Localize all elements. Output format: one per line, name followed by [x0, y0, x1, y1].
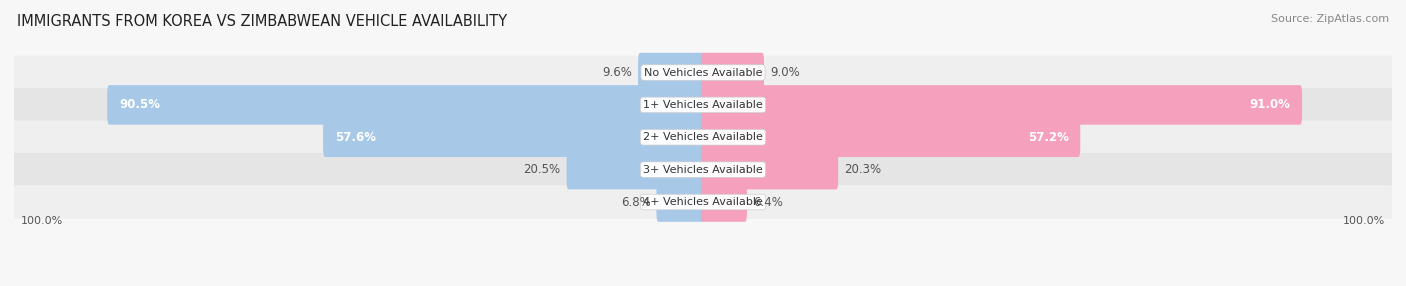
FancyBboxPatch shape: [702, 118, 1080, 157]
FancyBboxPatch shape: [14, 88, 1392, 122]
Text: IMMIGRANTS FROM KOREA VS ZIMBABWEAN VEHICLE AVAILABILITY: IMMIGRANTS FROM KOREA VS ZIMBABWEAN VEHI…: [17, 14, 508, 29]
Text: 100.0%: 100.0%: [21, 217, 63, 227]
Text: 6.4%: 6.4%: [752, 196, 783, 208]
FancyBboxPatch shape: [323, 118, 704, 157]
Text: No Vehicles Available: No Vehicles Available: [644, 67, 762, 78]
Text: 1+ Vehicles Available: 1+ Vehicles Available: [643, 100, 763, 110]
Text: 9.6%: 9.6%: [602, 66, 633, 79]
Text: 6.8%: 6.8%: [621, 196, 651, 208]
FancyBboxPatch shape: [702, 150, 838, 189]
Legend: Immigrants from Korea, Zimbabwean: Immigrants from Korea, Zimbabwean: [562, 284, 844, 286]
Text: 4+ Vehicles Available: 4+ Vehicles Available: [643, 197, 763, 207]
Text: 20.3%: 20.3%: [844, 163, 882, 176]
FancyBboxPatch shape: [14, 153, 1392, 186]
Text: 100.0%: 100.0%: [1343, 217, 1385, 227]
FancyBboxPatch shape: [14, 120, 1392, 154]
Text: 9.0%: 9.0%: [770, 66, 800, 79]
FancyBboxPatch shape: [14, 185, 1392, 219]
FancyBboxPatch shape: [567, 150, 704, 189]
Text: 2+ Vehicles Available: 2+ Vehicles Available: [643, 132, 763, 142]
FancyBboxPatch shape: [702, 53, 763, 92]
Text: 57.2%: 57.2%: [1028, 131, 1069, 144]
Text: 90.5%: 90.5%: [120, 98, 160, 112]
FancyBboxPatch shape: [14, 56, 1392, 89]
FancyBboxPatch shape: [702, 182, 747, 222]
FancyBboxPatch shape: [702, 85, 1302, 125]
FancyBboxPatch shape: [657, 182, 704, 222]
Text: 91.0%: 91.0%: [1250, 98, 1291, 112]
Text: 3+ Vehicles Available: 3+ Vehicles Available: [643, 165, 763, 175]
Text: 57.6%: 57.6%: [335, 131, 375, 144]
Text: 20.5%: 20.5%: [523, 163, 561, 176]
Text: Source: ZipAtlas.com: Source: ZipAtlas.com: [1271, 14, 1389, 24]
FancyBboxPatch shape: [638, 53, 704, 92]
FancyBboxPatch shape: [107, 85, 704, 125]
